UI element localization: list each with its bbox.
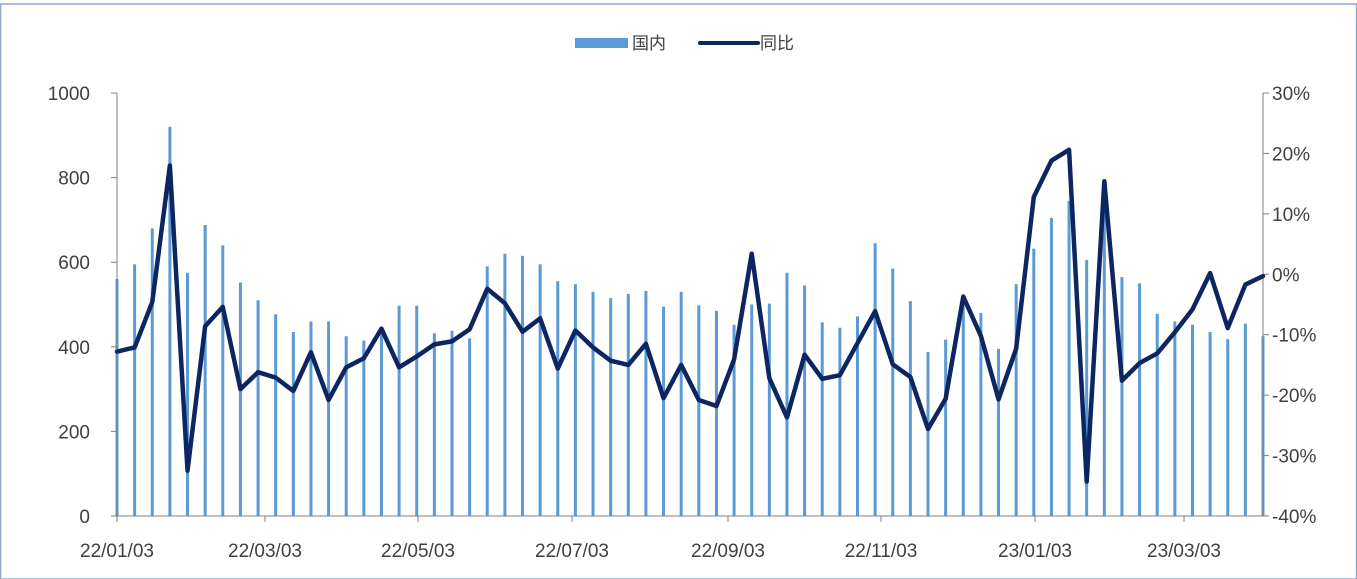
- bar: [1032, 248, 1036, 516]
- y-left-tick-label: 0: [79, 507, 90, 528]
- legend-line-label: 同比: [760, 34, 794, 54]
- bar: [133, 264, 137, 516]
- bar: [468, 338, 472, 516]
- bar: [238, 282, 242, 516]
- yoy-line: [114, 147, 1266, 484]
- bar: [415, 305, 419, 516]
- bar: [961, 302, 965, 516]
- legend-bar-label: 国内: [632, 34, 666, 54]
- bar: [309, 321, 313, 516]
- bar: [538, 264, 542, 516]
- x-tick-label: 23/03/03: [1147, 541, 1221, 562]
- x-tick-label: 22/11/03: [845, 541, 918, 562]
- tick-labels: 0 200 400 600 800 1000 -40% -30% -20% -10% 0% 10% 20…: [48, 84, 1317, 562]
- bar: [714, 310, 718, 516]
- bar: [997, 348, 1001, 516]
- bar-series: [115, 126, 1265, 517]
- y-right-tick-label: -10%: [1272, 326, 1316, 347]
- bar: [609, 298, 613, 516]
- y-right-tick-label: 30%: [1272, 84, 1310, 105]
- bar: [908, 301, 912, 516]
- y-right-tick-label: 0%: [1272, 265, 1300, 286]
- bar: [891, 268, 895, 516]
- bar: [838, 327, 842, 516]
- bar: [767, 303, 771, 516]
- y-left-tick-label: 800: [58, 169, 90, 190]
- bar: [926, 351, 930, 516]
- bar: [1243, 323, 1247, 516]
- bar: [820, 322, 824, 516]
- legend: 国内 同比: [575, 34, 794, 54]
- bar: [397, 305, 401, 516]
- bar: [1173, 321, 1177, 516]
- bar: [1067, 200, 1071, 516]
- x-tick-label: 22/03/03: [228, 541, 302, 562]
- x-tick-label: 22/05/03: [381, 541, 455, 562]
- bar: [1155, 313, 1159, 516]
- bar: [221, 245, 225, 516]
- y-left-tick-label: 200: [58, 422, 90, 443]
- bar: [1049, 217, 1053, 517]
- bar: [626, 293, 630, 516]
- bar: [1190, 324, 1194, 516]
- bar: [485, 266, 489, 516]
- bar: [1226, 339, 1230, 516]
- bar: [644, 290, 648, 516]
- bar: [750, 304, 754, 516]
- bar: [203, 224, 207, 517]
- bar: [944, 339, 948, 516]
- bar: [274, 314, 278, 516]
- bar: [1102, 186, 1106, 516]
- bar: [697, 305, 701, 516]
- chart-frame: [0, 3, 1357, 579]
- y-right-tick-label: 20%: [1272, 144, 1310, 165]
- bar: [379, 329, 383, 516]
- y-left-tick-label: 600: [58, 253, 90, 274]
- bar: [785, 272, 789, 516]
- bar: [1138, 283, 1142, 516]
- bar: [291, 332, 295, 516]
- bar: [855, 316, 859, 516]
- bar: [150, 228, 154, 517]
- x-tick-label: 23/01/03: [998, 541, 1072, 562]
- bar: [450, 330, 454, 516]
- bar: [573, 284, 577, 516]
- y-right-tick-label: -20%: [1272, 386, 1316, 407]
- x-tick-label: 22/01/03: [80, 541, 154, 562]
- bar: [1014, 284, 1018, 516]
- legend-bar-swatch: [575, 38, 628, 48]
- bar: [327, 321, 331, 516]
- bar: [591, 291, 595, 516]
- bar: [256, 300, 260, 516]
- bar: [803, 285, 807, 516]
- bar: [873, 243, 877, 517]
- bar: [556, 281, 560, 516]
- bar: [168, 126, 172, 516]
- bar: [521, 255, 525, 517]
- y-right-tick-label: 10%: [1272, 205, 1310, 226]
- bar: [1120, 277, 1124, 516]
- y-right-tick-label: -30%: [1272, 447, 1316, 468]
- bar: [1085, 260, 1089, 516]
- bar: [679, 291, 683, 516]
- bar: [344, 336, 348, 516]
- bar: [432, 333, 436, 516]
- y-right-tick-label: -40%: [1272, 507, 1316, 528]
- line-series: [114, 147, 1266, 484]
- bar: [732, 324, 736, 516]
- y-left-tick-label: 400: [58, 338, 90, 359]
- bar: [362, 340, 366, 516]
- bar: [1208, 332, 1212, 516]
- bar: [503, 253, 507, 517]
- y-left-tick-label: 1000: [48, 84, 90, 105]
- axes: [111, 92, 1269, 522]
- x-tick-label: 22/07/03: [535, 541, 609, 562]
- x-tick-label: 22/09/03: [691, 541, 765, 562]
- bar: [186, 272, 190, 516]
- bar: [979, 312, 983, 516]
- bar: [662, 306, 666, 516]
